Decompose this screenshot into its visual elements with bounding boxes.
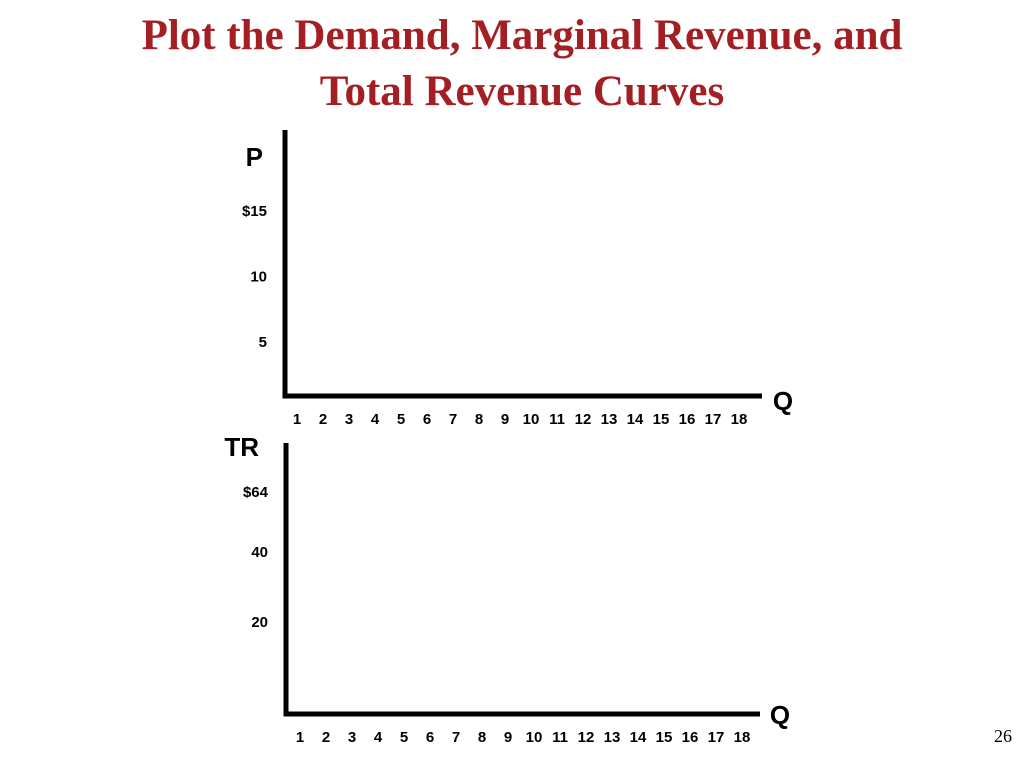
demand-x-tick-2: 2 [319, 411, 327, 428]
demand-x-axis-label: Q [773, 386, 793, 416]
demand-y-tick-5: 5 [259, 334, 267, 351]
slide-title-line-2: Total Revenue Curves [319, 68, 725, 115]
tr-x-tick-6: 6 [426, 729, 434, 746]
demand-y-tick-10: 10 [250, 269, 267, 286]
demand-x-tick-13: 13 [601, 411, 618, 428]
tr-y-tick-20: 20 [251, 614, 268, 631]
demand-x-tick-9: 9 [501, 411, 509, 428]
demand-x-tick-8: 8 [475, 411, 483, 428]
tr-x-tick-17: 17 [708, 729, 725, 746]
demand-x-tick-14: 14 [627, 411, 644, 428]
tr-y-tick-40: 40 [251, 544, 268, 561]
tr-x-tick-16: 16 [682, 729, 699, 746]
demand-x-tick-11: 11 [549, 411, 565, 428]
demand-x-tick-4: 4 [371, 411, 380, 428]
demand-x-tick-3: 3 [345, 411, 353, 428]
demand-x-tick-1: 1 [293, 411, 301, 428]
tr-x-tick-4: 4 [374, 729, 383, 746]
tr-x-tick-1: 1 [296, 729, 304, 746]
tr-x-tick-12: 12 [578, 729, 595, 746]
demand-x-tick-6: 6 [423, 411, 431, 428]
slide-number: 26 [994, 726, 1012, 746]
demand-x-tick-17: 17 [705, 411, 722, 428]
tr-x-tick-8: 8 [478, 729, 486, 746]
tr-x-tick-10: 10 [526, 729, 543, 746]
tr-x-tick-7: 7 [452, 729, 460, 746]
demand-x-tick-15: 15 [653, 411, 670, 428]
demand-x-tick-10: 10 [523, 411, 540, 428]
tr-x-axis-label: Q [770, 700, 790, 730]
tr-x-tick-11: 11 [552, 729, 568, 746]
tr-x-tick-15: 15 [656, 729, 673, 746]
tr-x-tick-14: 14 [630, 729, 647, 746]
demand-x-tick-16: 16 [679, 411, 696, 428]
tr-x-tick-13: 13 [604, 729, 621, 746]
tr-x-tick-5: 5 [400, 729, 408, 746]
tr-y-tick-64: $64 [243, 484, 269, 501]
demand-y-axis-label: P [246, 142, 263, 172]
tr-y-axis-label: TR [224, 432, 259, 462]
slide-title: Plot the Demand, Marginal Revenue, and T… [0, 8, 1024, 120]
tr-x-tick-3: 3 [348, 729, 356, 746]
demand-x-tick-5: 5 [397, 411, 405, 428]
demand-x-tick-18: 18 [731, 411, 748, 428]
tr-x-tick-2: 2 [322, 729, 330, 746]
tr-x-tick-18: 18 [734, 729, 751, 746]
tr-x-tick-9: 9 [504, 729, 512, 746]
slide-title-line-1: Plot the Demand, Marginal Revenue, and [141, 12, 903, 59]
demand-x-tick-12: 12 [575, 411, 592, 428]
demand-x-tick-7: 7 [449, 411, 457, 428]
demand-y-tick-15: $15 [242, 203, 267, 220]
